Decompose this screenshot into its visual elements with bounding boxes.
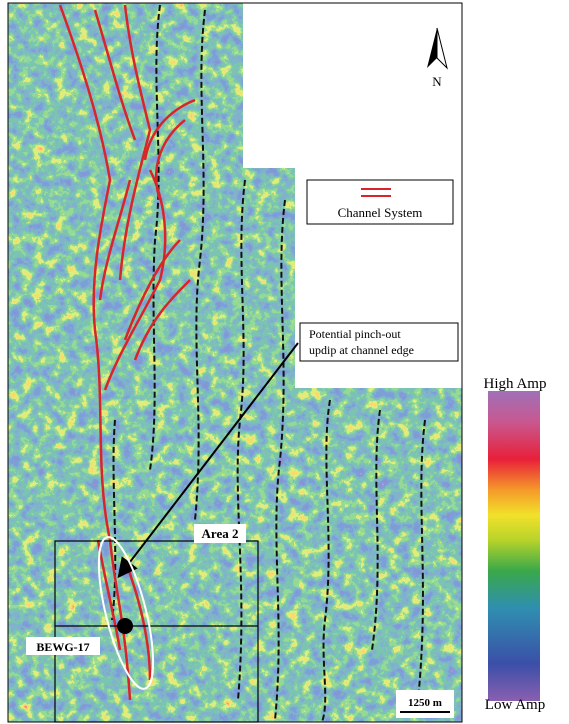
amplitude-map (8, 3, 462, 722)
colorbar-high: High Amp (484, 376, 547, 392)
well-label: BEWG-17 (36, 640, 89, 654)
legend: Channel System (306, 179, 454, 225)
scale-label: 1250 m (408, 697, 442, 709)
colorbar-ramp (488, 391, 540, 701)
annotation-line: Potential pinch-out (309, 327, 401, 341)
north-label: N (432, 74, 442, 89)
colorbar: High Amp Low Amp (484, 376, 547, 713)
annotation-line: updip at channel edge (309, 343, 414, 357)
north-arrow: N (427, 27, 448, 89)
area-box: Area 2 (54, 524, 259, 723)
scale-bar: 1250 m (396, 690, 454, 718)
well-label-bg (26, 637, 100, 655)
legend-label: Channel System (338, 205, 423, 220)
faults (111, 4, 426, 722)
annotation: Potential pinch-out updip at channel edg… (117, 322, 459, 579)
area-label: Area 2 (202, 526, 239, 541)
colorbar-low: Low Amp (485, 697, 545, 713)
pinch-out-ellipse (97, 536, 155, 690)
well-marker (117, 618, 133, 634)
